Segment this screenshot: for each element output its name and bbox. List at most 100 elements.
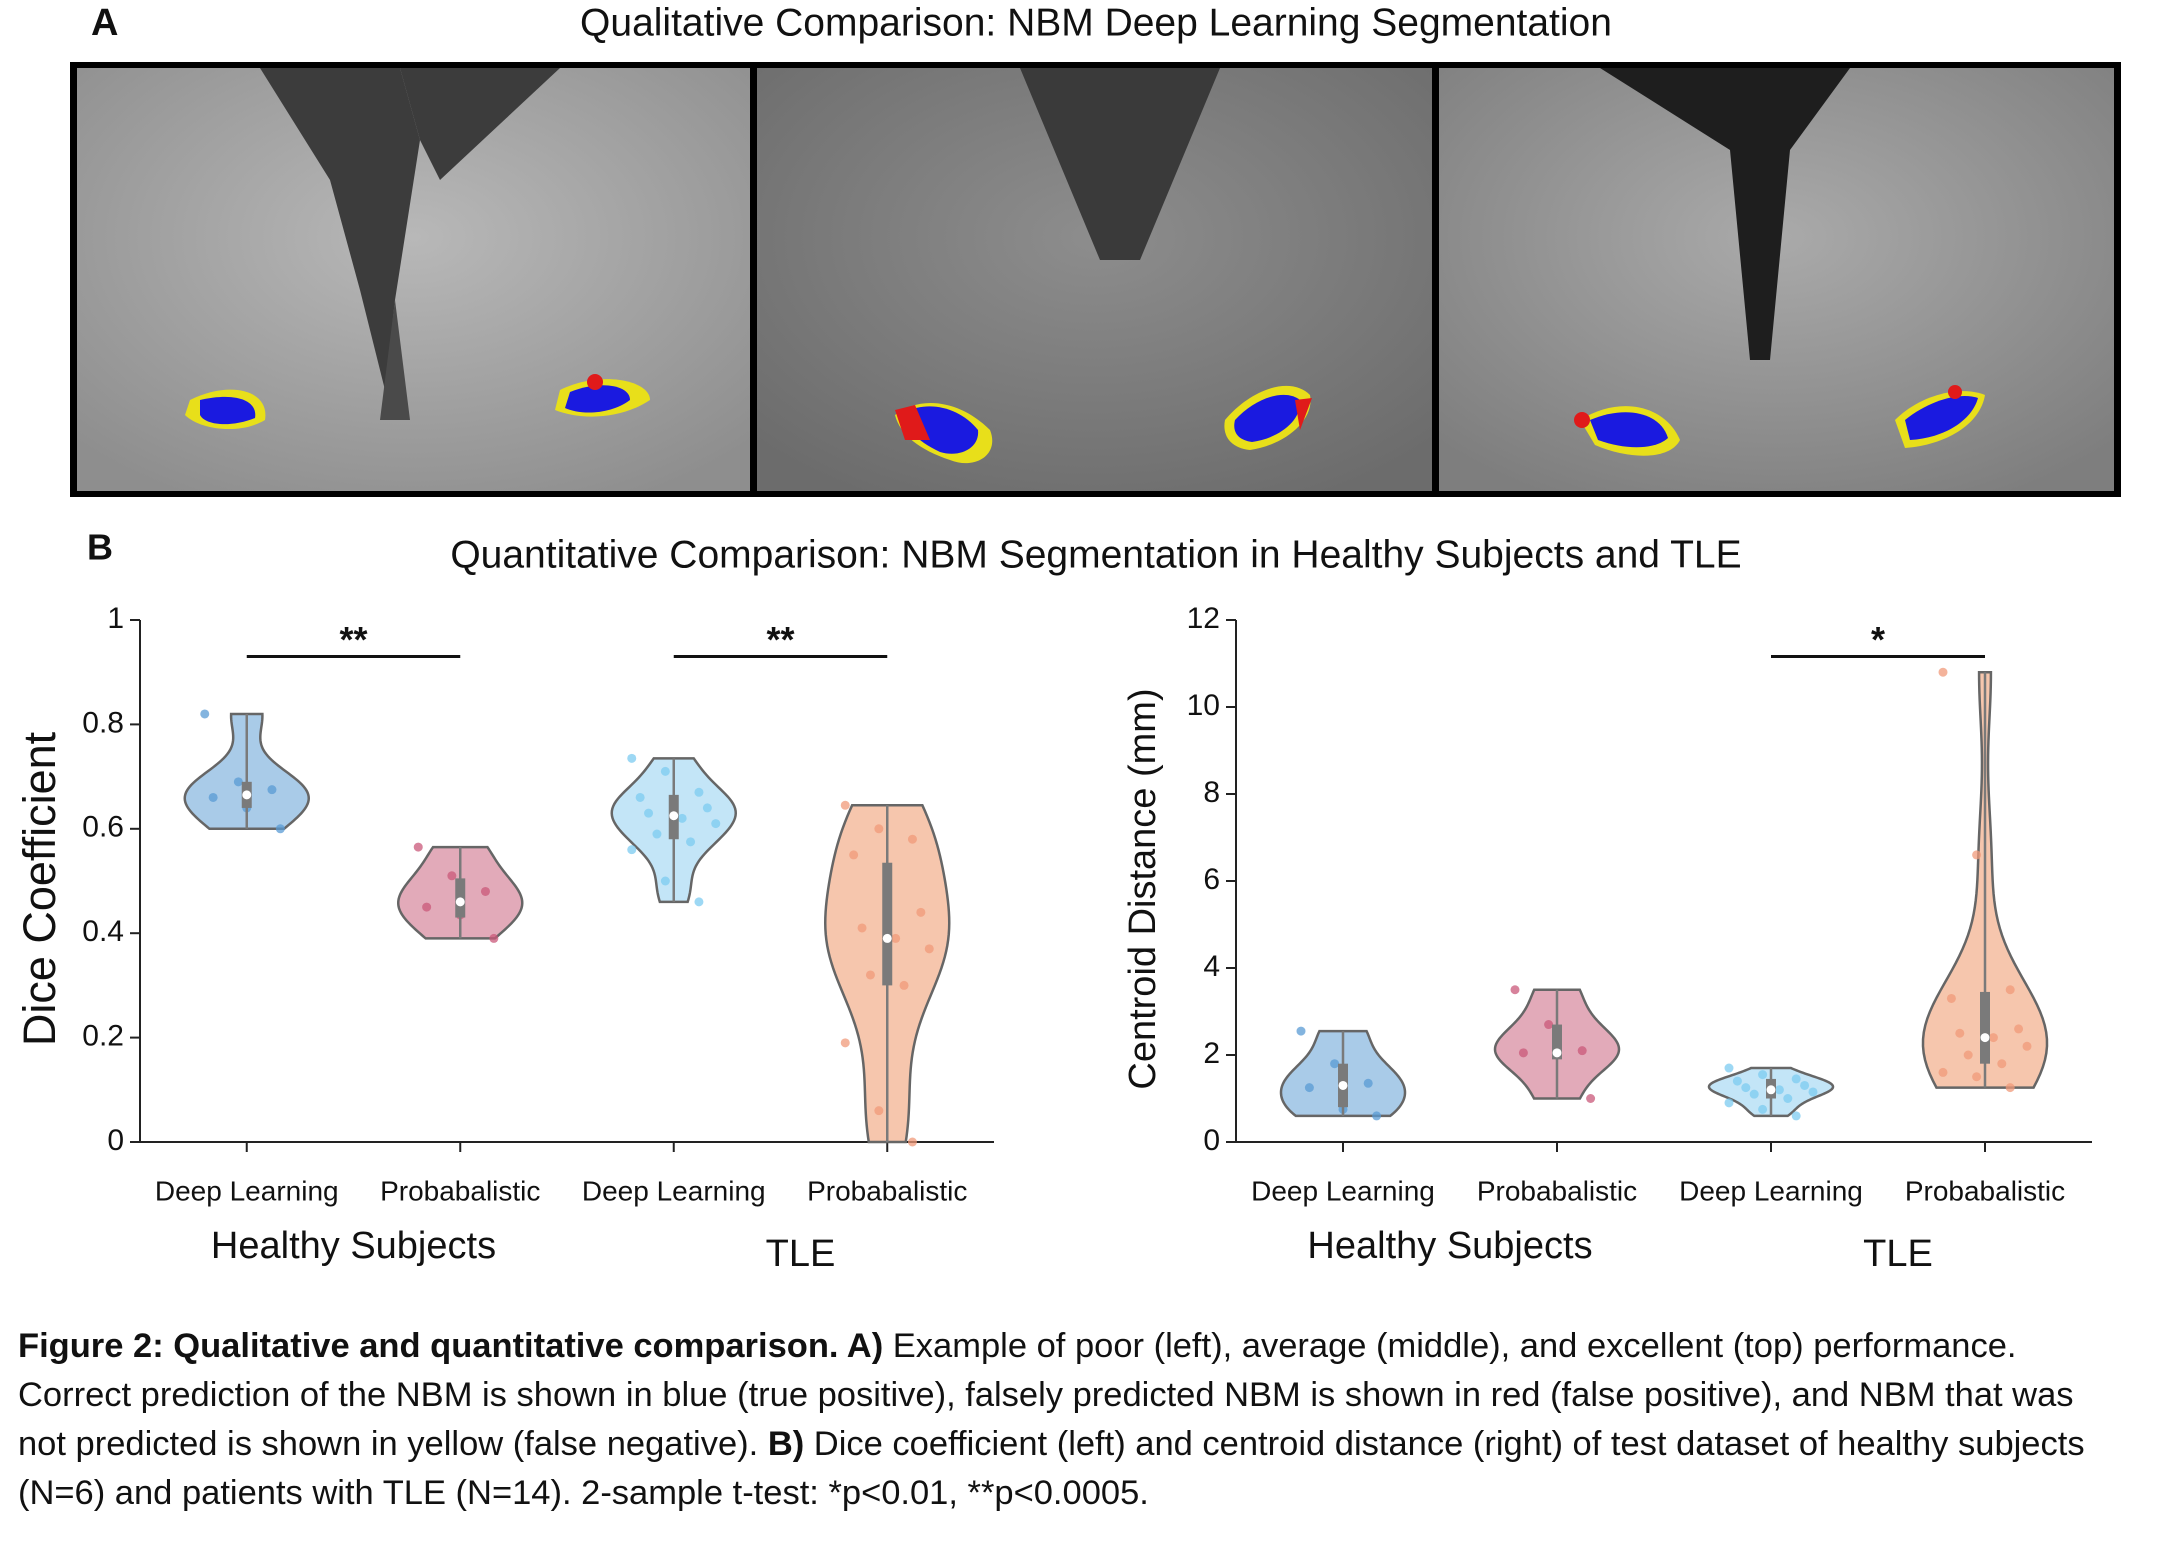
y-tick-label: 2 bbox=[1203, 1037, 1220, 1070]
data-point bbox=[1330, 1059, 1340, 1069]
median bbox=[1980, 1033, 1990, 1043]
data-point bbox=[267, 785, 277, 795]
data-point bbox=[899, 980, 909, 990]
y-tick-label: 0 bbox=[107, 1124, 124, 1157]
data-point bbox=[1758, 1070, 1768, 1080]
significance-label: ** bbox=[766, 619, 794, 660]
caption-text: Example of poor (left), average (middle)… bbox=[18, 1327, 2074, 1463]
data-point bbox=[916, 907, 926, 917]
median bbox=[455, 897, 465, 907]
data-point bbox=[627, 753, 637, 763]
caption-text: Dice coefficient (left) and centroid dis… bbox=[18, 1425, 2085, 1512]
data-point bbox=[1518, 1048, 1528, 1058]
data-point bbox=[1946, 993, 1956, 1003]
data-point bbox=[1544, 1020, 1554, 1030]
data-point bbox=[1296, 1026, 1306, 1036]
data-point bbox=[422, 902, 432, 912]
data-point bbox=[2014, 1024, 2024, 1034]
iqr-box bbox=[1552, 1024, 1562, 1060]
data-point bbox=[1758, 1104, 1768, 1114]
caption: Figure 2: Qualitative and quantitative c… bbox=[18, 1322, 2128, 1518]
data-point bbox=[2005, 1083, 2015, 1093]
data-point bbox=[874, 824, 884, 834]
group-label: TLE bbox=[766, 1233, 836, 1275]
group-label: Healthy Subjects bbox=[211, 1225, 496, 1267]
data-point bbox=[694, 787, 704, 797]
data-point bbox=[480, 886, 490, 896]
data-point bbox=[840, 800, 850, 810]
group-label: TLE bbox=[1863, 1233, 1933, 1275]
y-tick-label: 0.6 bbox=[82, 811, 124, 844]
data-point bbox=[652, 829, 662, 839]
data-point bbox=[635, 792, 645, 802]
panel-label: B bbox=[87, 527, 113, 568]
data-point bbox=[275, 824, 285, 834]
data-point bbox=[1774, 1085, 1784, 1095]
data-point bbox=[1372, 1111, 1382, 1121]
panel-title: Qualitative Comparison: NBM Deep Learnin… bbox=[580, 1, 1612, 44]
data-point bbox=[924, 944, 934, 954]
data-point bbox=[694, 897, 704, 907]
data-point bbox=[660, 876, 670, 886]
data-point bbox=[686, 837, 696, 847]
data-point bbox=[891, 933, 901, 943]
data-point bbox=[702, 803, 712, 813]
data-point bbox=[1724, 1063, 1734, 1073]
group-label: Healthy Subjects bbox=[1307, 1225, 1592, 1267]
data-point bbox=[857, 923, 867, 933]
median bbox=[1338, 1080, 1348, 1090]
data-point bbox=[1724, 1098, 1734, 1108]
data-point bbox=[1997, 1059, 2007, 1069]
median bbox=[669, 811, 679, 821]
data-point bbox=[1963, 1050, 1973, 1060]
data-point bbox=[1741, 1083, 1751, 1093]
significance-label: * bbox=[1871, 619, 1885, 660]
data-point bbox=[874, 1106, 884, 1116]
y-tick-label: 0.4 bbox=[82, 915, 124, 948]
data-point bbox=[1808, 1087, 1818, 1097]
median bbox=[1766, 1085, 1776, 1095]
data-point bbox=[2022, 1041, 2032, 1051]
median bbox=[242, 790, 252, 800]
data-point bbox=[711, 819, 721, 829]
data-point bbox=[1363, 1078, 1373, 1088]
data-point bbox=[233, 777, 243, 787]
y-tick-label: 0.8 bbox=[82, 706, 124, 739]
data-point bbox=[2005, 985, 2015, 995]
figure: A Qualitative Comparison: NBM Deep Learn… bbox=[14, 1, 2121, 1275]
data-point bbox=[660, 766, 670, 776]
x-tick-label: Deep Learning bbox=[1251, 1175, 1435, 1206]
x-tick-label: Probabalistic bbox=[1477, 1175, 1637, 1206]
iqr-box bbox=[882, 862, 893, 986]
panel-title: Quantitative Comparison: NBM Segmentatio… bbox=[450, 533, 1741, 576]
data-point bbox=[849, 850, 859, 860]
data-point bbox=[907, 834, 917, 844]
iqr-box bbox=[1980, 991, 1990, 1064]
data-point bbox=[1938, 667, 1948, 677]
data-point bbox=[907, 1137, 917, 1147]
data-point bbox=[865, 970, 875, 980]
x-tick-label: Probabalistic bbox=[380, 1175, 540, 1206]
data-point bbox=[200, 709, 210, 719]
y-tick-label: 6 bbox=[1203, 863, 1220, 896]
panel-label: A bbox=[91, 2, 118, 44]
data-point bbox=[644, 808, 654, 818]
y-tick-label: 0.2 bbox=[82, 1020, 124, 1053]
data-point bbox=[447, 871, 457, 881]
data-point bbox=[1749, 1089, 1759, 1099]
mri-strip bbox=[70, 62, 2121, 497]
x-tick-label: Probabalistic bbox=[807, 1175, 967, 1206]
data-point bbox=[677, 813, 687, 823]
data-point bbox=[1577, 1046, 1587, 1056]
data-point bbox=[1791, 1111, 1801, 1121]
data-point bbox=[1791, 1074, 1801, 1084]
data-point bbox=[1955, 1028, 1965, 1038]
y-tick-label: 0 bbox=[1203, 1124, 1220, 1157]
data-point bbox=[840, 1038, 850, 1048]
x-tick-label: Deep Learning bbox=[582, 1175, 766, 1206]
x-tick-label: Probabalistic bbox=[1905, 1175, 2065, 1206]
data-point bbox=[1800, 1080, 1810, 1090]
data-point bbox=[1972, 850, 1982, 860]
x-tick-label: Deep Learning bbox=[1679, 1175, 1863, 1206]
